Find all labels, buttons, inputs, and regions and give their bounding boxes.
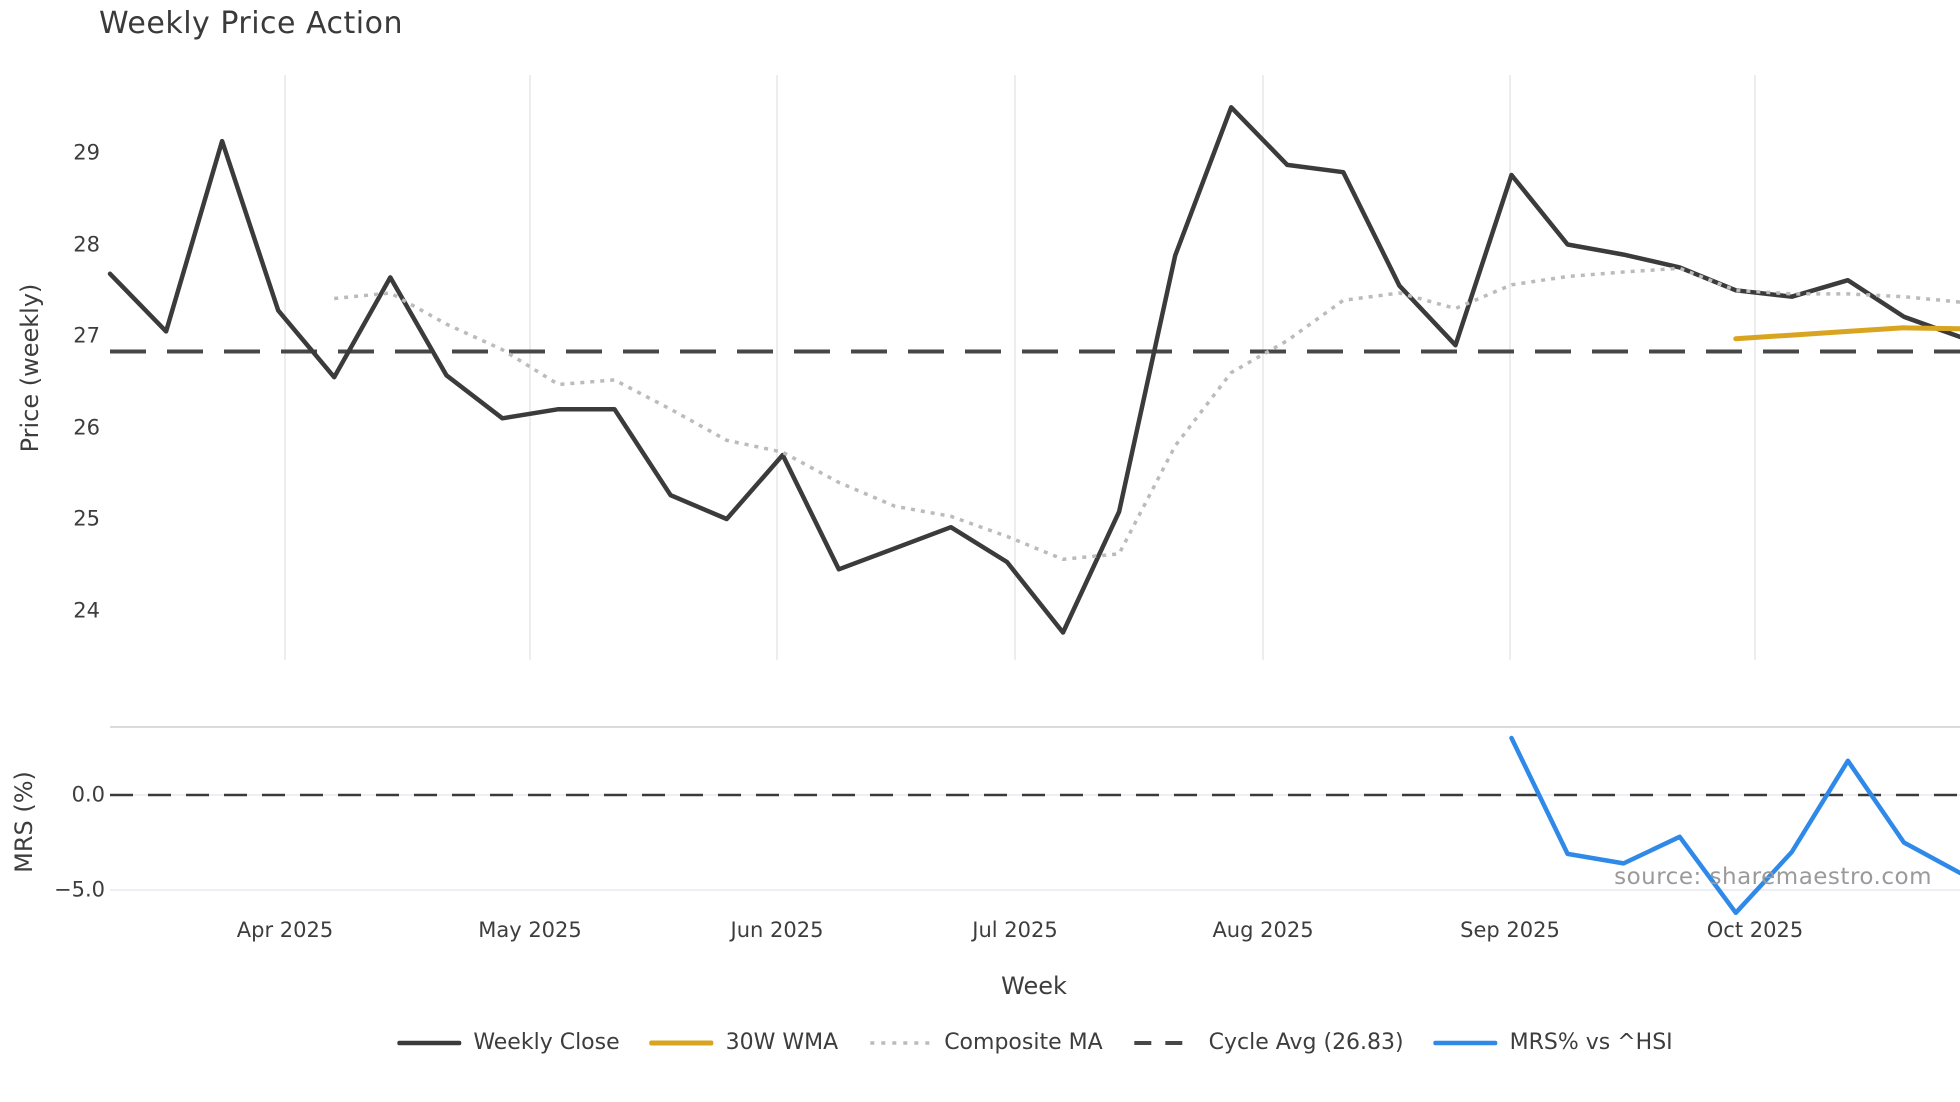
mrs-tick-label: −5.0 bbox=[54, 877, 105, 902]
x-tick-label: Aug 2025 bbox=[1212, 918, 1314, 942]
chart-title: Weekly Price Action bbox=[99, 6, 403, 41]
legend-label: Weekly Close bbox=[473, 1030, 620, 1055]
x-tick-label: Jun 2025 bbox=[730, 918, 824, 942]
legend-item: 30W WMA bbox=[649, 1030, 839, 1055]
price-tick-label: 24 bbox=[73, 598, 100, 623]
legend-swatch-solid bbox=[397, 1040, 462, 1045]
wma-30w-line bbox=[1733, 325, 1960, 342]
x-tick-label: Jul 2025 bbox=[972, 918, 1058, 942]
composite-ma-line bbox=[334, 266, 1960, 562]
legend-item: Composite MA bbox=[868, 1030, 1103, 1055]
legend-label: 30W WMA bbox=[725, 1030, 839, 1055]
x-tick-label: May 2025 bbox=[478, 918, 582, 942]
x-axis-label: Week bbox=[1001, 972, 1067, 1000]
x-tick-label: Oct 2025 bbox=[1706, 918, 1804, 942]
legend-swatch-solid bbox=[1433, 1040, 1498, 1045]
x-tick-label: Sep 2025 bbox=[1460, 918, 1560, 942]
source-watermark: source: sharemaestro.com bbox=[1614, 864, 1932, 890]
price-tick-label: 26 bbox=[73, 415, 100, 440]
price-tick-label: 28 bbox=[73, 232, 100, 257]
price-tick-label: 25 bbox=[73, 506, 100, 531]
legend-swatch-dashed bbox=[1134, 1040, 1195, 1045]
legend-label: Cycle Avg (26.83) bbox=[1208, 1030, 1404, 1055]
price-tick-label: 27 bbox=[73, 323, 100, 348]
legend-item: Cycle Avg (26.83) bbox=[1133, 1030, 1404, 1055]
legend-label: MRS% vs ^HSI bbox=[1509, 1030, 1673, 1055]
chart-legend: Weekly Close 30W WMA Composite MA Cycle Avg… bbox=[382, 1030, 1687, 1055]
legend-item: MRS% vs ^HSI bbox=[1433, 1030, 1673, 1055]
legend-label: Composite MA bbox=[944, 1030, 1103, 1055]
mrs-tick-label: 0.0 bbox=[71, 782, 105, 807]
x-tick-label: Apr 2025 bbox=[236, 918, 334, 942]
legend-swatch-dotted bbox=[870, 1040, 931, 1045]
legend-item: Weekly Close bbox=[397, 1030, 620, 1055]
legend-swatch-solid bbox=[649, 1040, 714, 1045]
mrs-line bbox=[1509, 735, 1960, 916]
weekly-close-line bbox=[107, 105, 1960, 635]
price-tick-label: 29 bbox=[73, 140, 100, 165]
mrs-axis-label: MRS (%) bbox=[10, 771, 38, 873]
